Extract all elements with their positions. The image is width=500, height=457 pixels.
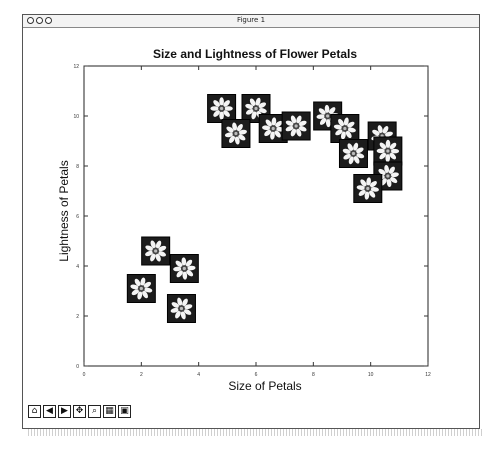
y-tick-label: 12 <box>73 64 79 70</box>
y-tick-label: 10 <box>73 114 79 120</box>
back-icon[interactable]: ◀ <box>43 404 56 418</box>
y-tick-label: 8 <box>76 164 79 170</box>
home-icon[interactable]: ⌂ <box>28 404 41 418</box>
y-axis-label: Lightness of Petals <box>57 160 71 261</box>
x-tick-label: 10 <box>368 372 374 378</box>
y-tick-label: 4 <box>76 264 79 270</box>
navigation-toolbar: ⌂ ◀ ▶ ✥ ⌕ ▦ ▣ <box>28 402 131 420</box>
y-tick-label: 0 <box>76 364 79 370</box>
close-window-icon[interactable] <box>27 17 34 24</box>
minimize-window-icon[interactable] <box>36 17 43 24</box>
x-tick-label: 4 <box>197 372 200 378</box>
window-shadow <box>28 429 484 436</box>
axis-ticks: 0 2 4 6 8 10 12 0 2 4 6 8 10 12 <box>73 64 431 378</box>
flower-image-marker <box>126 274 156 303</box>
x-tick-label: 12 <box>425 372 431 378</box>
flower-image-marker <box>338 139 368 168</box>
flower-image-marker <box>353 174 383 203</box>
flower-image-marker <box>221 119 251 148</box>
zoom-icon[interactable]: ⌕ <box>88 404 101 418</box>
x-tick-label: 6 <box>255 372 258 378</box>
flower-image-marker <box>330 114 360 143</box>
chart-title: Size and Lightness of Flower Petals <box>153 47 357 61</box>
window-titlebar: Figure 1 <box>23 15 479 28</box>
move-icon[interactable]: ✥ <box>73 404 86 418</box>
zoom-window-icon[interactable] <box>45 17 52 24</box>
x-axis-label: Size of Petals <box>228 379 301 393</box>
x-tick-label: 2 <box>140 372 143 378</box>
figure-window: Figure 1 ⌂ ◀ ▶ ✥ ⌕ ▦ ▣ <box>22 14 480 429</box>
window-title: Figure 1 <box>236 16 266 24</box>
x-tick-label: 0 <box>83 372 86 378</box>
data-points <box>126 94 403 323</box>
flower-image-marker <box>169 254 199 283</box>
flower-image-marker <box>281 111 311 141</box>
flower-image-marker <box>141 236 171 266</box>
save-icon[interactable]: ▣ <box>118 404 131 418</box>
flower-image-marker <box>373 136 403 166</box>
flower-image-marker <box>166 294 196 323</box>
configure-icon[interactable]: ▦ <box>103 404 116 418</box>
y-tick-label: 2 <box>76 314 79 320</box>
y-tick-label: 6 <box>76 214 79 220</box>
flower-image-marker <box>241 94 271 123</box>
flower-image-marker <box>207 94 237 123</box>
forward-icon[interactable]: ▶ <box>58 404 71 418</box>
x-tick-label: 8 <box>312 372 315 378</box>
